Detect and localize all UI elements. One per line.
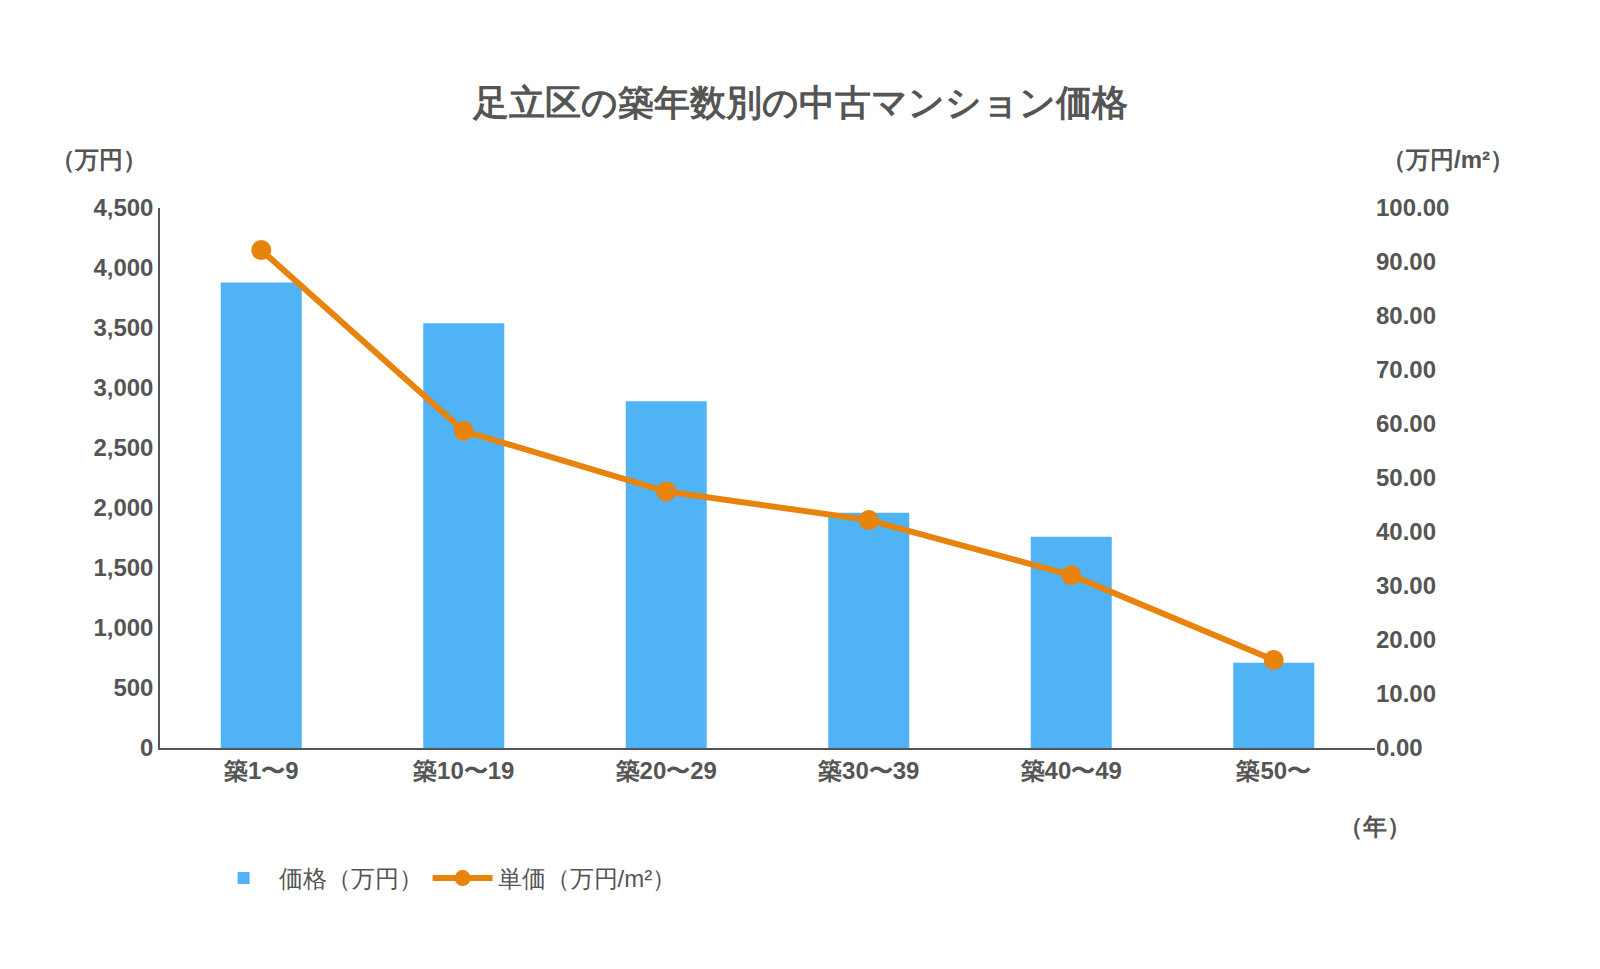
svg-text:築10〜19: 築10〜19 <box>412 757 514 784</box>
svg-text:4,000: 4,000 <box>93 254 153 281</box>
svg-text:0: 0 <box>140 734 153 761</box>
svg-text:築20〜29: 築20〜29 <box>615 757 717 784</box>
svg-text:70.00: 70.00 <box>1376 356 1436 383</box>
svg-text:価格（万円）: 価格（万円） <box>279 865 423 892</box>
svg-text:100.00: 100.00 <box>1376 194 1449 221</box>
svg-text:築50〜: 築50〜 <box>1235 757 1311 784</box>
svg-text:60.00: 60.00 <box>1376 410 1436 437</box>
svg-text:（万円/m²）: （万円/m²） <box>1382 146 1514 173</box>
svg-text:50.00: 50.00 <box>1376 464 1436 491</box>
svg-text:（年）: （年） <box>1339 813 1411 840</box>
svg-text:90.00: 90.00 <box>1376 248 1436 275</box>
svg-text:足立区の築年数別の中古マンション価格: 足立区の築年数別の中古マンション価格 <box>472 82 1128 123</box>
svg-text:築30〜39: 築30〜39 <box>817 757 919 784</box>
svg-text:（万円）: （万円） <box>51 146 147 173</box>
svg-text:3,500: 3,500 <box>93 314 153 341</box>
svg-text:30.00: 30.00 <box>1376 572 1436 599</box>
svg-text:築1〜9: 築1〜9 <box>223 757 299 784</box>
svg-text:10.00: 10.00 <box>1376 680 1436 707</box>
svg-text:2,000: 2,000 <box>93 494 153 521</box>
svg-text:3,000: 3,000 <box>93 374 153 401</box>
svg-text:40.00: 40.00 <box>1376 518 1436 545</box>
svg-text:500: 500 <box>113 674 153 701</box>
svg-text:2,500: 2,500 <box>93 434 153 461</box>
svg-text:20.00: 20.00 <box>1376 626 1436 653</box>
svg-text:単価（万円/m²）: 単価（万円/m²） <box>498 865 677 892</box>
svg-text:1,500: 1,500 <box>93 554 153 581</box>
svg-text:0.00: 0.00 <box>1376 734 1423 761</box>
svg-text:80.00: 80.00 <box>1376 302 1436 329</box>
svg-text:築40〜49: 築40〜49 <box>1020 757 1122 784</box>
svg-text:1,000: 1,000 <box>93 614 153 641</box>
svg-text:4,500: 4,500 <box>93 194 153 221</box>
